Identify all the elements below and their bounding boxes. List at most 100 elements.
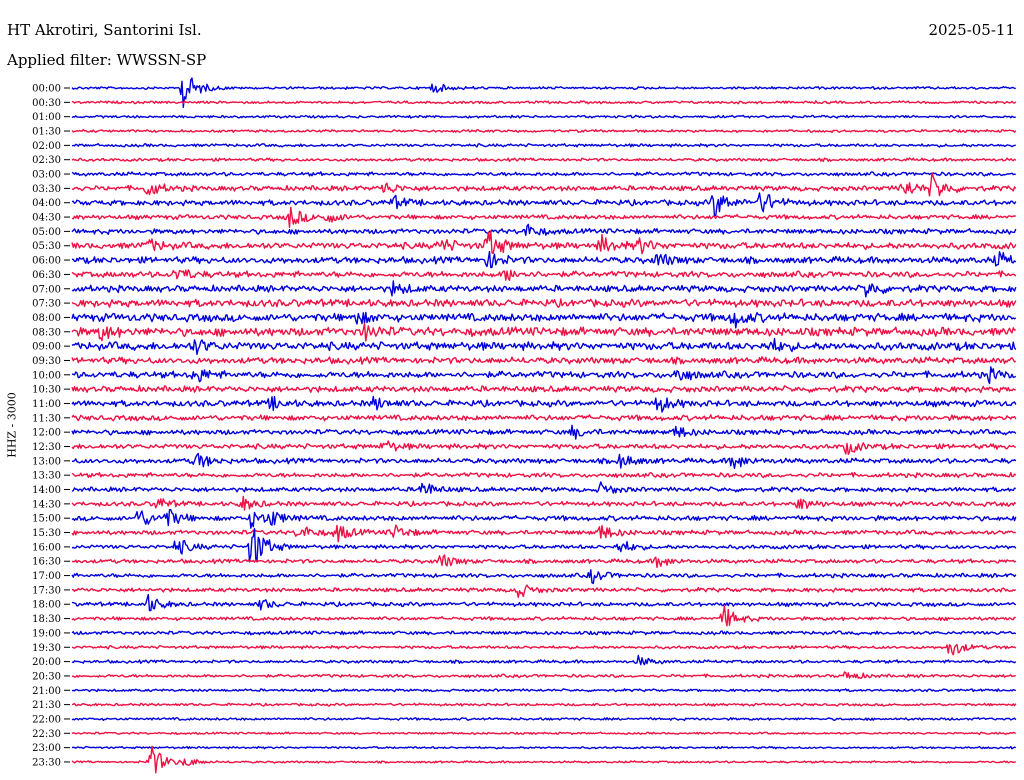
seismic-trace — [71, 114, 1016, 119]
row-time-label: 05:30 — [32, 241, 61, 252]
seismic-trace — [71, 643, 1017, 656]
seismic-trace — [71, 524, 1016, 543]
row-time-label: 19:30 — [32, 643, 61, 654]
seismic-trace — [71, 298, 1017, 308]
row-time-label: 21:00 — [32, 686, 61, 697]
seismic-trace — [71, 143, 1016, 148]
row-time-label: 17:00 — [32, 571, 61, 582]
row-time-label: 02:30 — [32, 155, 61, 166]
row-time-label: 14:00 — [32, 485, 61, 496]
seismic-trace — [71, 100, 1017, 105]
row-time-label: 02:00 — [32, 141, 61, 152]
row-time-label: 07:30 — [32, 299, 61, 310]
seismic-trace — [71, 688, 1017, 693]
row-time-label: 15:00 — [32, 514, 61, 525]
row-time-label: 01:00 — [32, 112, 61, 123]
seismic-trace — [71, 414, 1017, 422]
row-time-label: 11:30 — [32, 413, 61, 424]
seismic-trace — [72, 452, 1017, 469]
seismic-trace — [71, 654, 1017, 666]
seismic-trace — [71, 481, 1016, 494]
seismic-trace — [71, 395, 1017, 413]
seismic-trace — [71, 440, 1017, 455]
seismic-trace — [71, 671, 1017, 679]
row-time-label: 23:30 — [32, 757, 61, 768]
seismic-trace — [71, 77, 1016, 108]
seismic-trace — [71, 157, 1017, 163]
row-time-label: 14:30 — [32, 499, 61, 510]
row-time-label: 22:00 — [32, 714, 61, 725]
seismic-trace — [71, 192, 1017, 217]
row-time-label: 05:00 — [32, 227, 61, 238]
seismic-trace — [71, 605, 1016, 627]
row-time-label: 15:30 — [32, 528, 61, 539]
row-time-label: 11:00 — [32, 399, 61, 410]
seismic-trace — [71, 630, 1017, 636]
seismic-trace — [71, 745, 1016, 774]
seismic-trace — [71, 230, 1017, 255]
seismic-trace — [71, 584, 1017, 598]
seismic-trace — [71, 554, 1017, 569]
row-time-label: 12:00 — [32, 428, 61, 439]
seismic-trace — [71, 495, 1017, 511]
row-time-label: 03:00 — [32, 170, 61, 181]
seismic-trace — [71, 366, 1017, 385]
row-time-label: 18:30 — [32, 614, 61, 625]
row-time-label: 18:00 — [32, 600, 61, 611]
seismic-trace — [71, 731, 1016, 736]
row-time-label: 06:00 — [32, 256, 61, 267]
filter-label: Applied filter: WWSSN-SP — [7, 51, 207, 69]
seismic-trace — [71, 424, 1017, 440]
seismic-trace — [71, 569, 1017, 585]
seismic-trace — [71, 171, 1016, 177]
seismic-trace — [72, 250, 1017, 269]
station-title: HT Akrotiri, Santorini Isl. — [7, 21, 202, 39]
row-time-label: 17:30 — [32, 585, 61, 596]
seismic-trace — [71, 702, 1017, 707]
row-time-label: 20:00 — [32, 657, 61, 668]
row-time-label: 03:30 — [32, 184, 61, 195]
seismic-trace — [71, 280, 1017, 298]
row-time-label: 06:30 — [32, 270, 61, 281]
row-time-label: 21:30 — [32, 700, 61, 711]
row-time-label: 16:30 — [32, 557, 61, 568]
seismic-trace — [71, 172, 1017, 197]
row-time-label: 13:00 — [32, 456, 61, 467]
row-time-label: 01:30 — [32, 127, 61, 138]
row-time-label: 00:00 — [32, 84, 61, 95]
seismic-trace — [71, 745, 1017, 750]
row-time-label: 09:30 — [32, 356, 61, 367]
row-time-label: 16:00 — [32, 542, 61, 553]
seismic-trace — [71, 385, 1016, 394]
seismic-trace — [71, 337, 1017, 356]
seismic-trace — [71, 356, 1017, 365]
date-label: 2025-05-11 — [928, 21, 1015, 39]
row-time-label: 19:00 — [32, 628, 61, 639]
seismic-trace — [71, 223, 1017, 236]
row-time-label: 20:30 — [32, 671, 61, 682]
row-time-label: 04:00 — [32, 198, 61, 209]
seismic-trace — [71, 311, 1017, 329]
seismic-trace — [71, 269, 1017, 281]
seismic-trace — [71, 528, 1017, 562]
row-time-label: 04:30 — [32, 213, 61, 224]
seismic-trace — [71, 716, 1017, 722]
seismic-trace — [71, 322, 1016, 342]
seismic-trace — [71, 471, 1017, 479]
row-time-label: 13:30 — [32, 471, 61, 482]
row-time-label: 08:30 — [32, 327, 61, 338]
row-time-label: 22:30 — [32, 729, 61, 740]
row-time-label: 12:30 — [32, 442, 61, 453]
row-time-label: 09:00 — [32, 342, 61, 353]
row-time-label: 23:00 — [32, 743, 61, 754]
seismic-trace — [71, 128, 1017, 134]
row-time-label: 00:30 — [32, 98, 61, 109]
seismic-trace — [72, 593, 1017, 612]
seismic-trace — [71, 206, 1017, 228]
seismic-trace — [71, 509, 1017, 529]
row-time-label: 07:00 — [32, 284, 61, 295]
row-time-label: 08:00 — [32, 313, 61, 324]
row-time-label: 10:00 — [32, 370, 61, 381]
row-time-label: 10:30 — [32, 385, 61, 396]
